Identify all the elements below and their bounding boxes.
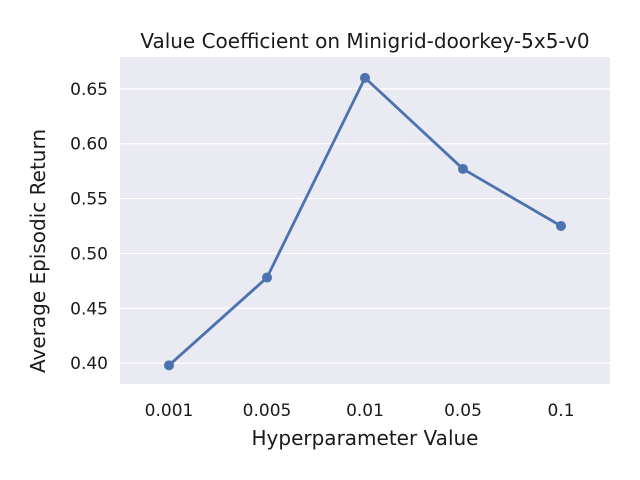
chart-title: Value Coefficient on Minigrid-doorkey-5x…	[140, 29, 589, 53]
x-tick-label: 0.01	[346, 401, 384, 421]
plot-area	[120, 57, 610, 384]
x-tick-label: 0.05	[444, 401, 482, 421]
data-point	[556, 220, 566, 231]
y-tick-label: 0.65	[70, 80, 108, 100]
x-tick-label: 0.001	[145, 401, 194, 421]
y-tick-label: 0.50	[70, 244, 108, 264]
y-axis-label: Average Episodic Return	[26, 129, 50, 373]
series-markers	[164, 72, 566, 371]
data-point	[262, 272, 272, 283]
y-tick-label: 0.45	[70, 299, 108, 319]
gridlines	[120, 88, 610, 364]
y-tick-label: 0.60	[70, 135, 108, 155]
y-tick-label: 0.40	[70, 354, 108, 374]
x-axis-ticks: 0.001 0.005 0.01 0.05 0.1	[145, 401, 575, 421]
x-axis-label: Hyperparameter Value	[252, 426, 479, 450]
data-point	[458, 163, 468, 174]
x-tick-label: 0.1	[547, 401, 574, 421]
data-point	[360, 72, 370, 83]
data-point	[164, 360, 174, 371]
y-axis-ticks: 0.40 0.45 0.50 0.55 0.60 0.65	[70, 80, 108, 374]
y-tick-label: 0.55	[70, 190, 108, 210]
x-tick-label: 0.005	[243, 401, 292, 421]
